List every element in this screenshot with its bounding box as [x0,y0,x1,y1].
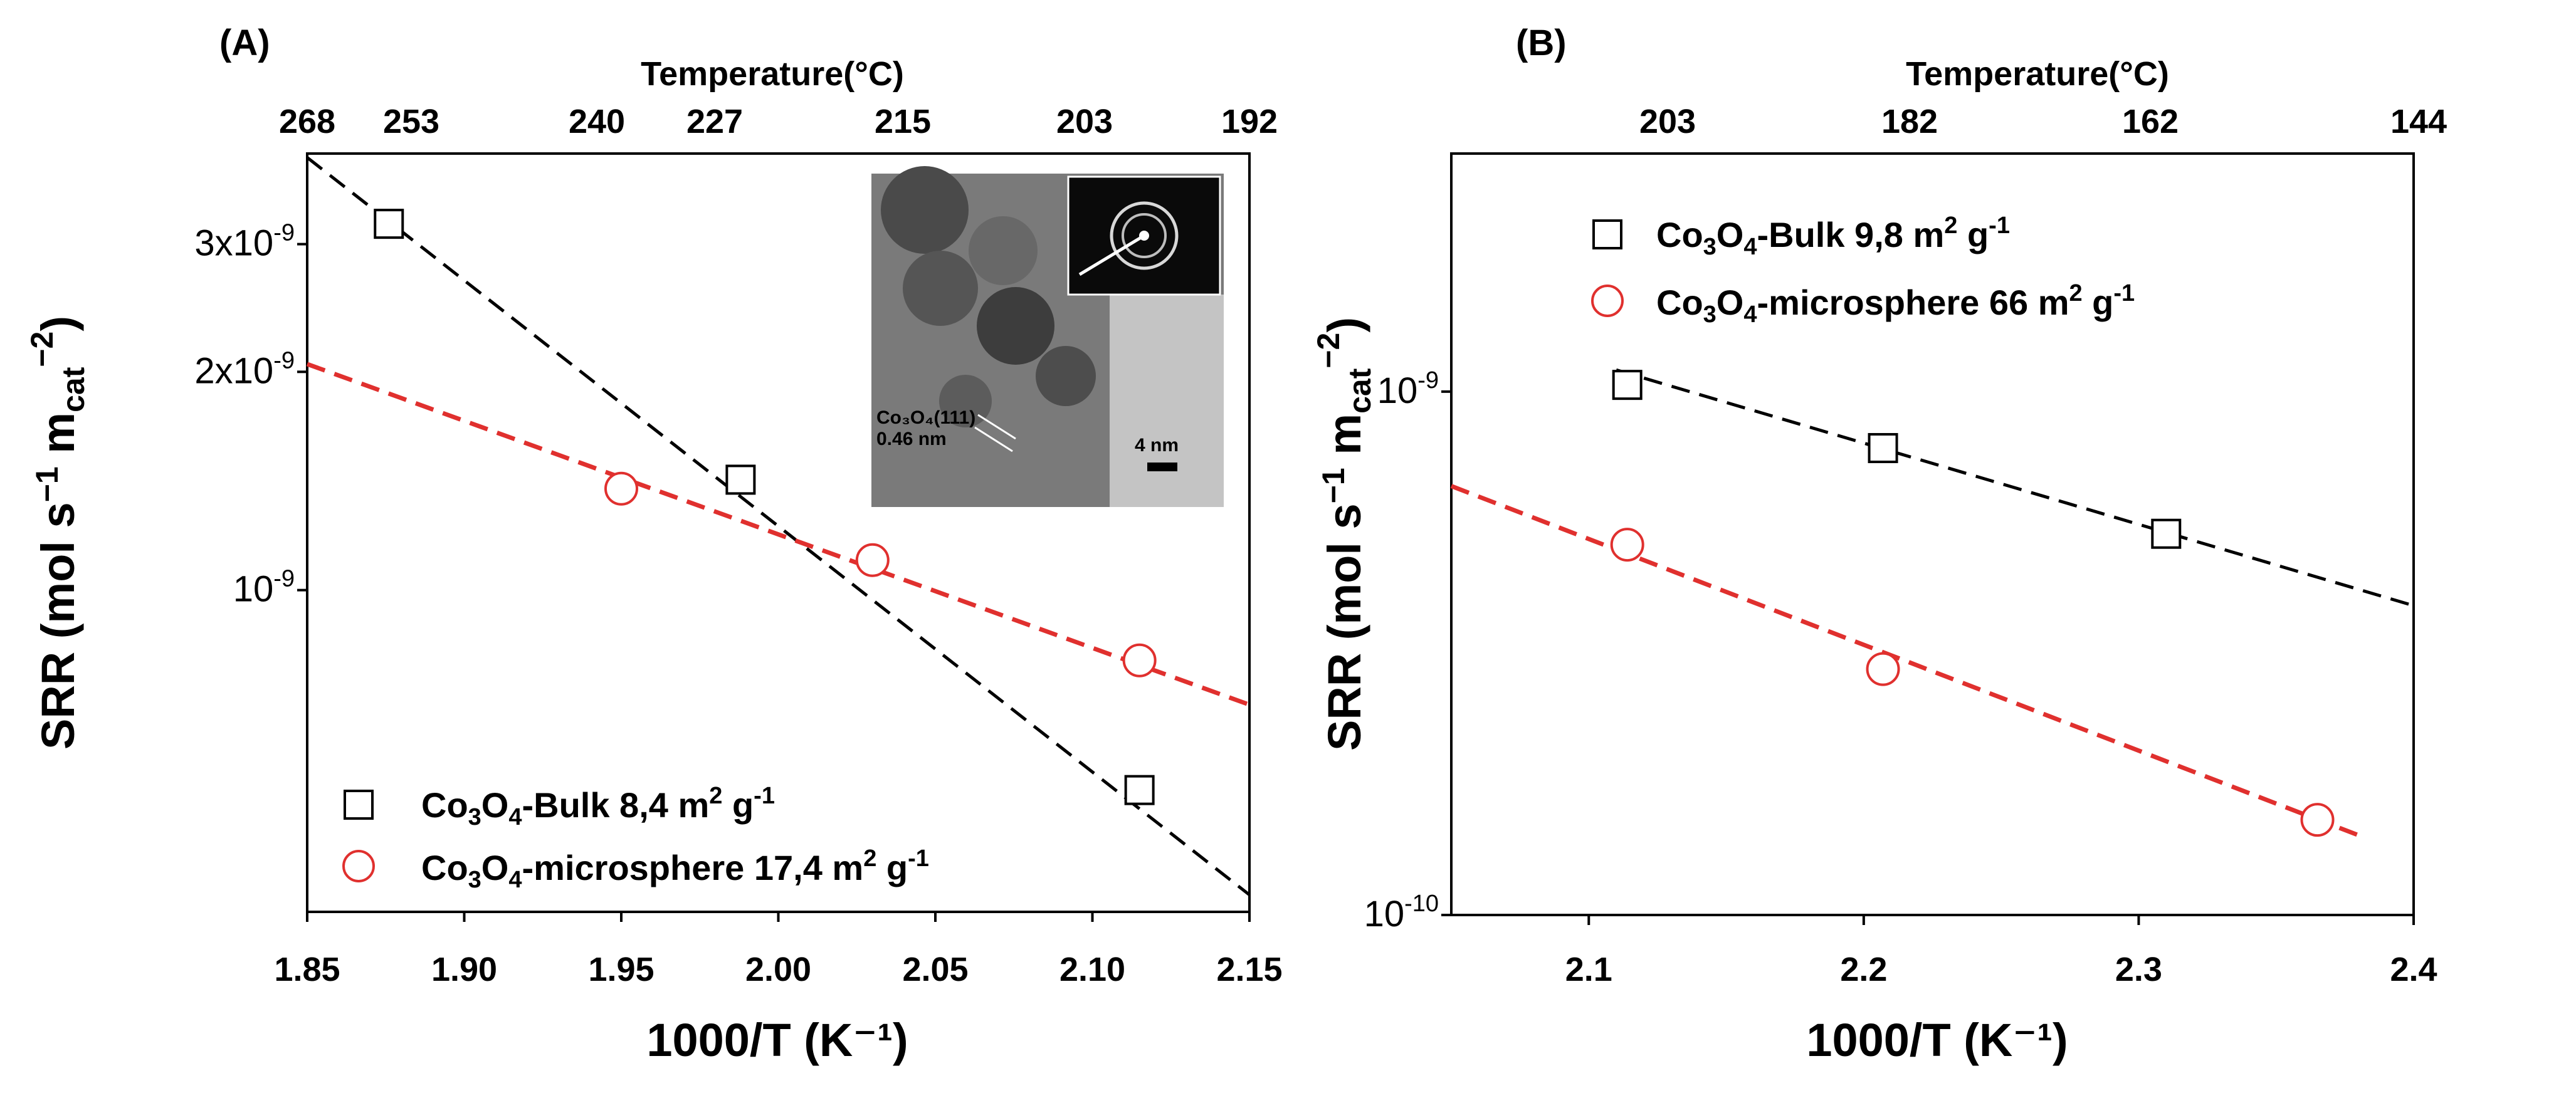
data-point-square [2151,518,2182,549]
panel-b-x-axis-title: 1000/T (K⁻¹) [1806,1014,2068,1066]
panel-a-tem-inset: Co₃O₄(111) 0.46 nm 4 nm [871,166,1224,507]
tem-lattice-label: Co₃O₄(111) [876,407,975,428]
panel-a-x-ticks: 1.85 1.90 1.95 2.00 2.05 2.10 2.15 [274,912,1283,988]
panel-b-x-ticks: 2.1 2.2 2.3 2.4 [1565,915,2437,988]
data-point-circle [855,543,890,577]
data-point-circle [1866,652,1900,686]
legend-label-bulk: Co3O4-Bulk 8,4 m2 g-1 [421,783,775,830]
x-tick-label: 2.1 [1565,951,1612,988]
data-point-circle [1610,528,1644,562]
panel-a-top-tick: 268 [279,103,335,140]
panel-b-y-axis-title: SRR (mol s−1 mcat−2) [1311,317,1377,751]
panel-a-top-tick: 240 [569,103,625,140]
panel-b-top-ticks: 203 182 162 144 [1639,103,2447,140]
panel-b-top-tick: 144 [2390,103,2447,140]
tem-particle [903,251,978,326]
panel-b-y-ticks: 10-9 10-10 [1364,367,1451,934]
tem-particle [977,287,1054,365]
x-tick-label: 2.00 [745,951,811,988]
y-tick-label: 10-9 [1377,367,1439,411]
x-tick-label: 1.95 [588,951,654,988]
legend-square-marker [344,790,374,820]
panel-a: (A) Temperature(°C) 268 253 240 227 215 … [24,23,1283,1066]
tem-particle [1036,346,1096,406]
tem-particle [969,216,1038,285]
panel-b-legend: Co3O4-Bulk 9,8 m2 g-1 Co3O4-microsphere … [1591,212,2135,328]
panel-b-label: (B) [1516,23,1567,63]
panel-a-y-ticks: 3x10-9 2x10-9 10-9 [194,220,307,610]
x-tick-label: 2.15 [1216,951,1282,988]
fit-line [1450,484,2360,838]
x-tick-label: 2.10 [1059,951,1125,988]
data-point-circle [1122,643,1157,677]
data-point-square [1612,370,1643,400]
panel-b: (B) Temperature(°C) 203 182 162 144 2.1 2… [1311,23,2447,1066]
legend-square-marker [1592,219,1622,249]
data-point-circle [2300,803,2335,837]
lattice-fringe-marker [974,426,1013,452]
panel-a-fit-lines [306,156,1251,896]
panel-a-top-tick: 227 [686,103,743,140]
fit-line [306,156,1251,896]
panel-b-points [1610,370,2335,837]
fit-line [306,362,1251,707]
y-tick-label: 10-9 [233,566,295,610]
y-tick-label: 3x10-9 [194,220,295,264]
panel-b-top-axis-title: Temperature(°C) [1906,55,2169,93]
x-tick-label: 1.85 [274,951,340,988]
legend-label-microsphere: Co3O4-microsphere 66 m2 g-1 [1656,280,2135,328]
panel-a-x-axis-title: 1000/T (K⁻¹) [646,1014,908,1066]
legend-circle-marker [342,850,375,882]
fit-line [1616,368,2414,607]
data-point-square [374,209,404,239]
legend-circle-marker [1591,285,1624,317]
panel-a-top-tick: 192 [1221,103,1278,140]
lattice-fringe-marker [977,414,1016,440]
tem-spacing-label: 0.46 nm [876,429,947,449]
panel-a-top-axis-title: Temperature(°C) [641,55,904,93]
panel-a-top-tick: 215 [875,103,931,140]
panel-a-top-tick: 253 [383,103,439,140]
x-tick-label: 2.05 [902,951,968,988]
tem-bright-region [1110,295,1224,507]
data-point-square [1868,432,1898,463]
x-tick-label: 2.4 [2390,951,2437,988]
diffraction-beam-stop [1078,234,1145,276]
x-tick-label: 2.3 [2115,951,2162,988]
panel-a-points [374,209,1157,805]
panel-b-top-tick: 203 [1639,103,1696,140]
panel-a-label: (A) [219,23,270,63]
tem-scale-bar-label: 4 nm [1135,435,1179,456]
panel-a-top-ticks: 268 253 240 227 215 203 192 [279,103,1278,140]
y-tick-label: 2x10-9 [194,347,295,391]
legend-label-bulk: Co3O4-Bulk 9,8 m2 g-1 [1656,212,2010,260]
panel-a-legend: Co3O4-Bulk 8,4 m2 g-1 Co3O4-microsphere … [342,783,929,893]
data-point-circle [604,471,638,506]
panel-a-y-axis-title: SRR (mol s−1 mcat−2) [24,316,91,750]
tem-scale-bar [1147,463,1177,471]
legend-label-microsphere: Co3O4-microsphere 17,4 m2 g-1 [421,845,929,893]
panel-a-top-tick: 203 [1056,103,1113,140]
data-point-square [725,464,756,495]
x-tick-label: 2.2 [1840,951,1887,988]
panel-b-top-tick: 162 [2122,103,2179,140]
x-tick-label: 1.90 [431,951,497,988]
diffraction-ring [1122,213,1167,258]
tem-particle [881,166,969,254]
data-point-square [1124,775,1155,805]
panel-b-top-tick: 182 [1881,103,1938,140]
panel-b-fit-lines [1450,368,2414,838]
panel-b-plot-frame [1450,152,2415,916]
diffraction-ring [1110,201,1179,270]
y-tick-label: 10-10 [1364,891,1439,934]
